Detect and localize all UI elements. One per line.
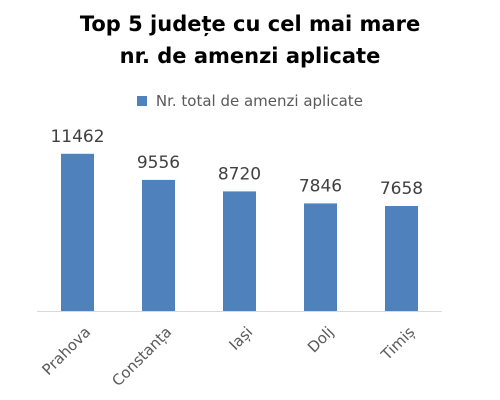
legend: Nr. total de amenzi aplicate [0, 92, 500, 110]
chart-title-line-1: Top 5 județe cu cel mai mare [79, 12, 421, 36]
data-label-0: 11462 [50, 127, 104, 147]
bar-3 [304, 203, 337, 311]
legend-label: Nr. total de amenzi aplicate [155, 92, 363, 110]
chart-title-line-2: nr. de amenzi aplicate [119, 44, 381, 68]
x-tick-label-2: Iași [225, 323, 256, 354]
bar-2 [223, 191, 256, 311]
x-tick-label-1: Constanța [108, 323, 175, 390]
data-label-2: 8720 [218, 164, 261, 184]
bar-4 [385, 206, 418, 311]
legend-swatch [137, 96, 148, 106]
bar-0 [61, 153, 94, 311]
x-tick-label-4: Timiș [377, 323, 418, 364]
chart-title: Top 5 județe cu cel mai mare nr. de amen… [0, 8, 500, 72]
bar-1 [142, 179, 175, 311]
x-tick-label-0: Prahova [38, 323, 94, 379]
data-label-1: 9556 [137, 153, 180, 173]
data-label-4: 7658 [380, 179, 423, 199]
x-tick-label-3: Dolj [304, 323, 337, 356]
data-label-3: 7846 [299, 176, 342, 196]
